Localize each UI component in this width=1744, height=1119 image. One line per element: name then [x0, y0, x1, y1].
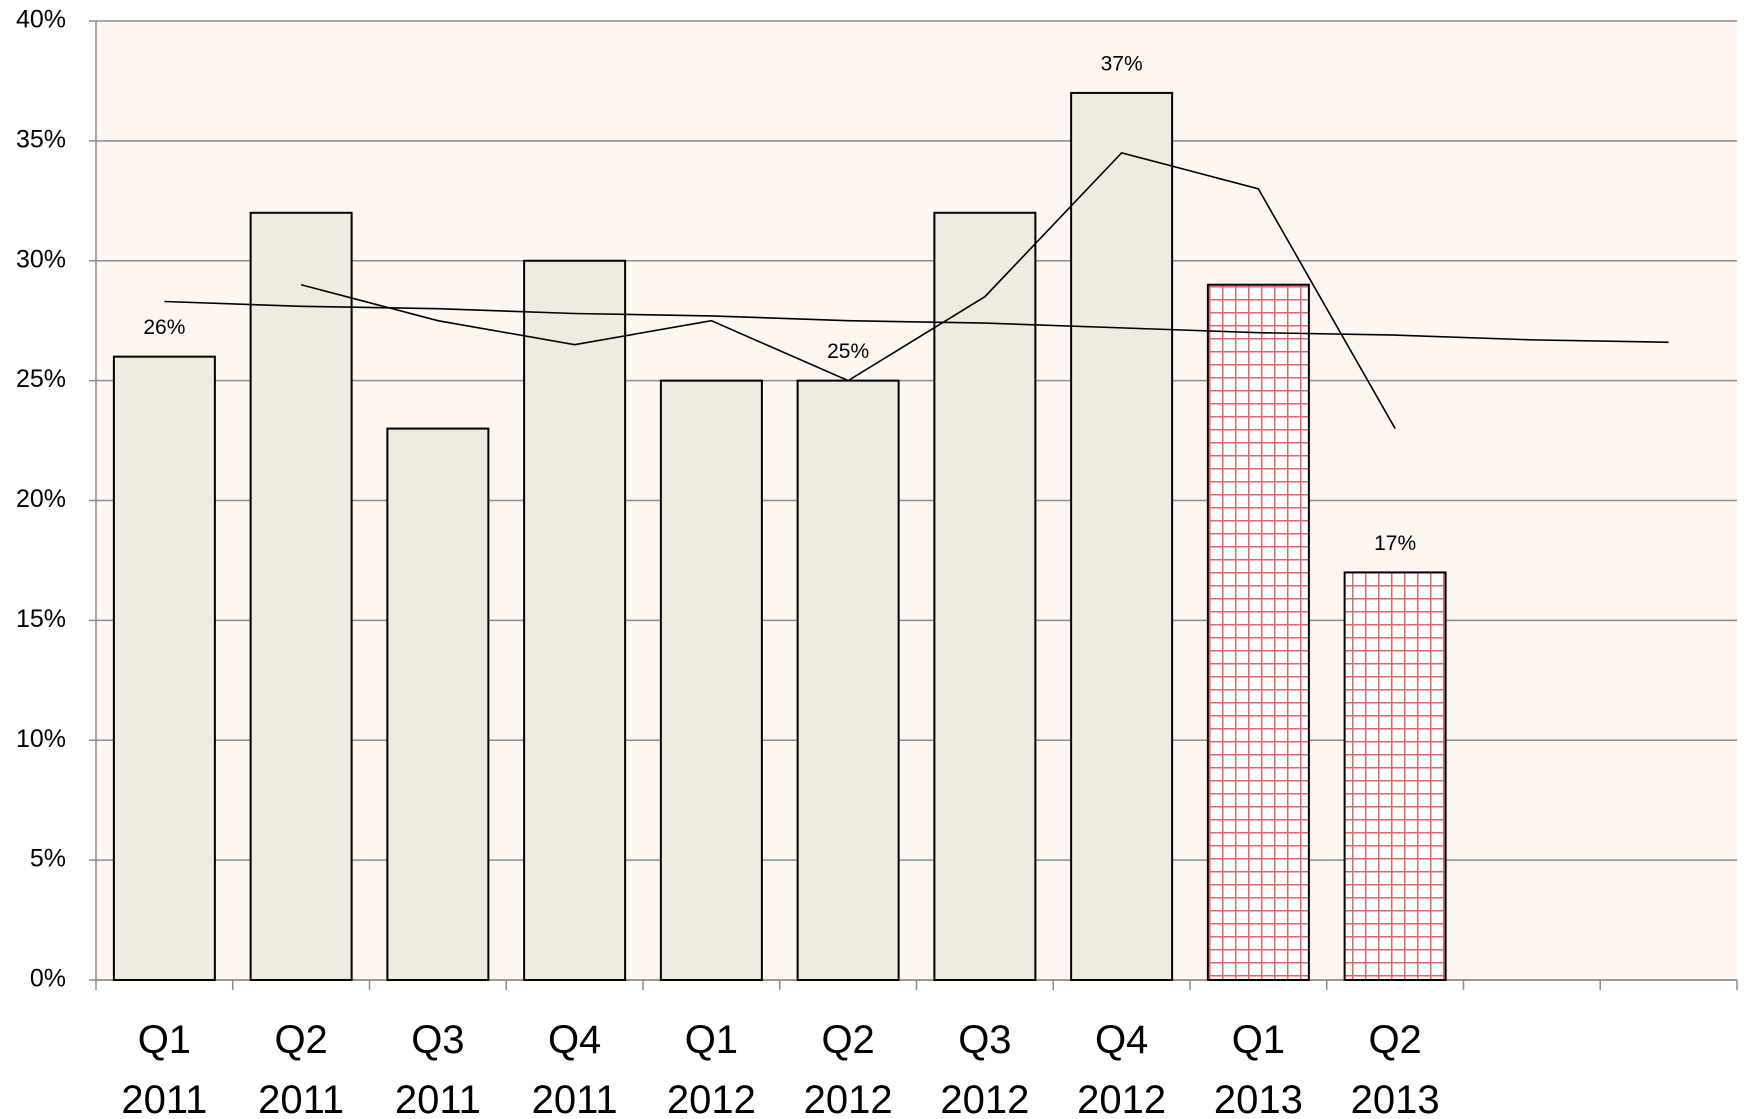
line	[164, 300, 1669, 344]
y-tick-label: 10%	[16, 725, 66, 753]
bar	[1343, 571, 1447, 981]
x-tick-label-line: 2012	[940, 1078, 1029, 1119]
x-tick-label-line: Q3	[411, 1018, 464, 1062]
bar	[933, 211, 1037, 982]
bar	[796, 379, 900, 981]
y-tick-label: 15%	[16, 605, 66, 633]
bar	[659, 379, 763, 981]
y-tick-label: 35%	[16, 125, 66, 153]
bar	[386, 427, 490, 981]
y-tick-label: 30%	[16, 245, 66, 273]
y-tick-label: 25%	[16, 365, 66, 393]
x-tick-label-line: Q1	[1232, 1018, 1285, 1062]
y-tick-label: 20%	[16, 485, 66, 513]
data-label: 25%	[827, 340, 869, 363]
x-tick-label: Q4 2011	[532, 1018, 618, 1119]
x-tick-label-line: 2012	[804, 1078, 893, 1119]
y-tick-label: 5%	[30, 845, 66, 873]
x-tick-label-line: Q2	[821, 1018, 874, 1062]
x-tick-label-line: Q4	[548, 1018, 601, 1062]
line	[300, 151, 1396, 429]
x-tick-label-line: 2013	[1214, 1078, 1303, 1119]
x-tick-label-line: Q1	[138, 1018, 191, 1062]
data-label: 37%	[1101, 52, 1143, 75]
x-tick-label: Q1 2012	[667, 1018, 756, 1119]
x-tick-label: Q2 2012	[804, 1018, 893, 1119]
x-tick-label-line: Q3	[958, 1018, 1011, 1062]
x-tick-label-line: Q2	[274, 1018, 327, 1062]
x-tick-label-line: 2011	[395, 1078, 481, 1119]
x-tick-label-line: 2011	[121, 1078, 207, 1119]
x-tick-label: Q3 2011	[395, 1018, 481, 1119]
bar	[523, 259, 627, 981]
data-label: 26%	[143, 316, 185, 339]
bar	[1206, 283, 1310, 982]
x-tick-label-line: 2011	[258, 1078, 344, 1119]
bar	[1070, 91, 1174, 982]
x-tick-label: Q1 2013	[1214, 1018, 1303, 1119]
x-tick-label-line: 2013	[1351, 1078, 1440, 1119]
x-tick-label: Q2 2011	[258, 1018, 344, 1119]
x-tick-label: Q2 2013	[1351, 1018, 1440, 1119]
x-tick-label: Q4 2012	[1077, 1018, 1166, 1119]
data-label: 17%	[1374, 532, 1416, 555]
x-tick-label: Q1 2011	[121, 1018, 207, 1119]
bar	[249, 211, 353, 982]
x-tick-label-line: Q2	[1368, 1018, 1421, 1062]
x-tick-label-line: Q4	[1095, 1018, 1148, 1062]
x-tick-label-line: Q1	[685, 1018, 738, 1062]
bar	[112, 355, 216, 981]
x-tick-label-line: 2012	[1077, 1078, 1166, 1119]
x-tick-label: Q3 2012	[940, 1018, 1029, 1119]
y-tick-label: 0%	[30, 965, 66, 993]
x-tick-label-line: 2012	[667, 1078, 756, 1119]
y-tick-label: 40%	[16, 6, 66, 34]
x-tick-label-line: 2011	[532, 1078, 618, 1119]
